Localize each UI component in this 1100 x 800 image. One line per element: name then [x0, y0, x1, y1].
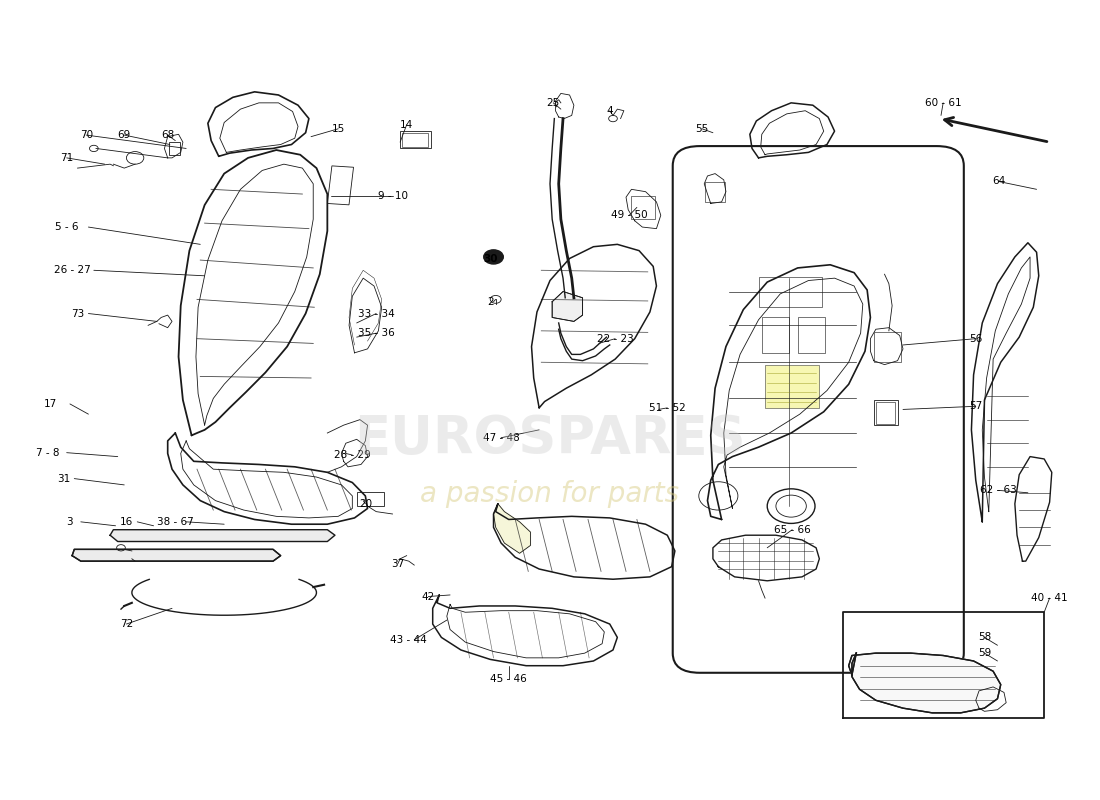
Polygon shape: [552, 291, 583, 322]
Bar: [631, 196, 656, 219]
Text: 73: 73: [70, 309, 85, 318]
Text: 56: 56: [969, 334, 982, 344]
Polygon shape: [110, 530, 336, 542]
Text: 20: 20: [359, 498, 372, 509]
Text: a passion for parts: a passion for parts: [420, 480, 680, 508]
Text: 40 - 41: 40 - 41: [1032, 593, 1068, 603]
Text: 4: 4: [606, 106, 613, 116]
Text: 55: 55: [695, 124, 708, 134]
Text: 43 - 44: 43 - 44: [390, 634, 427, 645]
Text: 68: 68: [161, 130, 174, 140]
Text: 45 - 46: 45 - 46: [491, 674, 527, 684]
Bar: [403, 133, 428, 147]
Text: 58: 58: [978, 633, 991, 642]
Bar: [356, 492, 384, 506]
Text: 9 - 10: 9 - 10: [377, 190, 407, 201]
Text: 30: 30: [483, 254, 497, 263]
Text: 28 - 29: 28 - 29: [334, 450, 371, 460]
Bar: [168, 142, 179, 154]
Text: 51 - 52: 51 - 52: [649, 403, 685, 413]
Bar: [762, 318, 789, 353]
Text: 3: 3: [67, 517, 74, 527]
Text: 14: 14: [400, 120, 414, 130]
Bar: [876, 402, 895, 423]
Text: 42: 42: [421, 591, 434, 602]
Text: 22 - 23: 22 - 23: [597, 334, 634, 344]
Text: 5 - 6: 5 - 6: [55, 222, 78, 232]
Text: 69: 69: [118, 130, 131, 140]
Text: 25: 25: [547, 98, 560, 108]
Text: 65 - 66: 65 - 66: [773, 525, 811, 534]
Text: 38 - 67: 38 - 67: [157, 517, 194, 527]
Text: 72: 72: [120, 619, 133, 629]
Text: 17: 17: [44, 399, 57, 409]
Bar: [873, 332, 901, 362]
Text: 70: 70: [79, 130, 92, 140]
Bar: [705, 182, 725, 202]
Text: 2: 2: [487, 297, 494, 306]
Text: 7 - 8: 7 - 8: [36, 448, 60, 458]
Text: 33 - 34: 33 - 34: [358, 309, 395, 318]
Polygon shape: [494, 504, 530, 554]
Text: 15: 15: [331, 124, 344, 134]
Text: 16: 16: [120, 517, 133, 527]
Bar: [873, 400, 898, 425]
Text: 62 - 63: 62 - 63: [980, 486, 1016, 495]
Bar: [798, 318, 825, 353]
Text: EUROSPARES: EUROSPARES: [354, 414, 746, 466]
Bar: [400, 131, 430, 149]
Bar: [766, 365, 820, 408]
Polygon shape: [849, 653, 1001, 713]
Text: 35 - 36: 35 - 36: [358, 328, 395, 338]
Text: 59: 59: [978, 648, 991, 658]
Circle shape: [484, 250, 504, 264]
Text: 64: 64: [992, 177, 1005, 186]
Polygon shape: [73, 550, 280, 561]
Text: 57: 57: [969, 402, 982, 411]
Text: 47 - 48: 47 - 48: [483, 433, 519, 442]
Text: 31: 31: [57, 474, 70, 484]
Bar: [759, 278, 822, 307]
Text: 71: 71: [60, 153, 74, 163]
Bar: [328, 166, 353, 205]
Text: 37: 37: [392, 558, 405, 569]
Text: 26 - 27: 26 - 27: [54, 266, 90, 275]
Text: 60 - 61: 60 - 61: [925, 98, 961, 108]
Text: 49 - 50: 49 - 50: [610, 210, 648, 220]
